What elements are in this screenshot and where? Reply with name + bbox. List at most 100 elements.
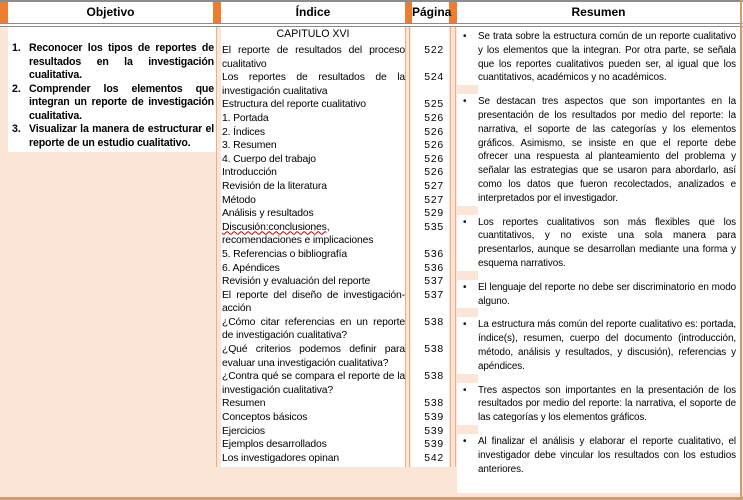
index-row: El reporte de resultados del proceso cua… xyxy=(221,44,449,71)
index-entry-page: 542 xyxy=(424,452,444,464)
index-entry-title: 2. Índices xyxy=(222,126,265,138)
index-entry-title: Ejemplos desarrollados xyxy=(222,439,327,451)
summary-bullet: • El lenguaje del reporte no debe ser di… xyxy=(457,270,736,309)
index-entry-page: 522 xyxy=(424,45,444,56)
index-entry-page: 539 xyxy=(424,439,444,451)
column-divider-line xyxy=(450,27,451,467)
index-entry-page: 538 xyxy=(424,371,444,383)
index-entry-page: 536 xyxy=(424,248,444,260)
index-row: Revisión y evaluación del reporte 537 xyxy=(221,275,449,289)
objective-item-text: Reconocer los tipos de reportes de resul… xyxy=(29,42,214,81)
index-row: Discusión:conclusiones, recomendaciones … xyxy=(221,221,449,248)
summary-bullet-text: Se trata sobre la estructura común de un… xyxy=(478,31,736,84)
index-entry-title: ¿Contra qué se compara el reporte de la … xyxy=(222,371,405,396)
index-entry-page: 526 xyxy=(424,153,444,165)
column-divider-line xyxy=(455,27,456,467)
index-row: ¿Cómo citar referencias en un reporte de… xyxy=(221,316,449,343)
summary-bullet: • Se trata sobre la estructura común de … xyxy=(463,30,736,85)
objective-item-number: 3. xyxy=(12,123,21,135)
index-entry-page: 529 xyxy=(424,208,444,220)
index-entry-title: Método xyxy=(222,194,256,206)
objective-item: 1. Reconocer los tipos de reportes de re… xyxy=(12,42,214,83)
summary-bullet-text: La estructura más común del reporte cual… xyxy=(478,319,736,372)
table-right-border xyxy=(740,0,742,500)
column-header-resumen: Resumen xyxy=(571,5,626,19)
header-accent-bar xyxy=(449,2,457,23)
index-entry-title: Introducción xyxy=(222,167,277,179)
index-row: 6. Apéndices 536 xyxy=(221,262,449,276)
objetivo-cell-background xyxy=(8,14,216,152)
index-row: 5. Referencias o bibliografía 536 xyxy=(221,248,449,262)
index-row: Estructura del reporte cualitativo 525 xyxy=(221,98,449,112)
column-header-indice: Índice xyxy=(295,5,331,19)
bullet-icon: • xyxy=(463,281,467,293)
objective-item-text: Comprender los elementos que integran un… xyxy=(29,82,214,122)
index-row: 4. Cuerpo del trabajo 526 xyxy=(221,153,449,167)
index-row: Resumen 538 xyxy=(221,397,449,411)
summary-bullet-text: Al finalizar el análisis y elaborar el r… xyxy=(478,435,736,475)
pagina-cell-background xyxy=(411,27,449,467)
index-row: Conceptos básicos 539 xyxy=(221,411,449,425)
summary-bullet-text: El lenguaje del reporte no debe ser disc… xyxy=(478,281,736,307)
table-top-border xyxy=(0,0,743,2)
column-divider-line xyxy=(216,27,217,467)
index-row: Ejercicios 539 xyxy=(221,425,449,439)
index-entry-page: 538 xyxy=(424,398,444,410)
index-row: Ejemplos desarrollados 539 xyxy=(221,438,449,452)
index-entry-page: 537 xyxy=(424,289,444,301)
index-entry-page: 537 xyxy=(424,276,444,288)
table-header-row xyxy=(0,2,743,23)
index-row: Los reportes de resultados de la investi… xyxy=(221,71,449,98)
objective-item-number: 2. xyxy=(12,82,21,95)
index-entry-title: 5. Referencias o bibliografía xyxy=(222,248,348,260)
index-entry-title: Los reportes de resultados de la investi… xyxy=(222,72,405,97)
index-row: 2. Índices 526 xyxy=(221,126,449,140)
index-entry-title: Análisis y resultados xyxy=(222,208,314,220)
objective-item: 2. Comprender los elementos que integran… xyxy=(12,83,214,124)
index-entry-page: 524 xyxy=(424,72,444,84)
index-row: 1. Portada 526 xyxy=(221,112,449,126)
index-entry-page: 536 xyxy=(424,262,444,274)
summary-bullet: • Al finalizar el análisis y elaborar el… xyxy=(457,424,736,476)
header-double-underline xyxy=(0,23,743,27)
objective-item-text: Visualizar la manera de estructurar el r… xyxy=(29,123,214,149)
summary-bullet-text: Los reportes cualitativos son más flexib… xyxy=(478,216,736,269)
index-row: ¿Contra qué se compara el reporte de la … xyxy=(221,370,449,397)
index-entry-title: 1. Portada xyxy=(222,112,269,124)
summary-bullet-text: Tres aspectos son importantes en la pres… xyxy=(478,384,736,424)
index-entry-page: 526 xyxy=(424,140,444,152)
index-entry-title: 6. Apéndices xyxy=(222,262,280,274)
column-header-pagina: Página xyxy=(412,5,452,19)
column-header-objetivo: Objetivo xyxy=(86,5,135,19)
bullet-icon: • xyxy=(463,319,467,331)
summary-bullet: • Se destacan tres aspectos que son impo… xyxy=(457,85,736,205)
bullet-icon: • xyxy=(463,31,467,42)
index-entry-title: Conceptos básicos xyxy=(222,412,308,424)
index-row: Análisis y resultados 529 xyxy=(221,207,449,221)
column-divider-line xyxy=(409,27,410,467)
index-entry-title: Ejercicios xyxy=(222,425,265,437)
index-entry-title: 4. Cuerpo del trabajo xyxy=(222,153,316,165)
index-entry-page: 526 xyxy=(424,112,444,124)
index-entry-page: 538 xyxy=(424,316,444,328)
table-bottom-border xyxy=(0,497,743,500)
header-accent-bar xyxy=(405,2,412,23)
index-entry-page: 538 xyxy=(424,344,444,356)
header-accent-bar xyxy=(0,2,8,23)
index-entry-page: 525 xyxy=(424,99,444,111)
index-entry-title: Revisión de la literatura xyxy=(222,180,327,192)
bullet-icon: • xyxy=(463,435,467,447)
bullet-icon: • xyxy=(463,96,467,108)
index-entry-page: 526 xyxy=(424,126,444,138)
index-entry-page: 535 xyxy=(424,221,444,233)
index-entry-page: 527 xyxy=(424,180,444,192)
chapter-title: CAPITULO XVI xyxy=(276,28,350,40)
index-row: ¿Qué criterios podemos definir para eval… xyxy=(221,343,449,370)
index-entry-page: 526 xyxy=(424,167,444,179)
index-entry-title: El reporte del diseño de investigación-a… xyxy=(222,289,405,315)
index-row: Introducción 526 xyxy=(221,166,449,180)
index-entry-page: 527 xyxy=(424,194,444,206)
index-entry-title: Discusión:conclusiones, recomendaciones … xyxy=(222,221,374,247)
index-entry-title: ¿Qué criterios podemos definir para eval… xyxy=(222,344,405,369)
